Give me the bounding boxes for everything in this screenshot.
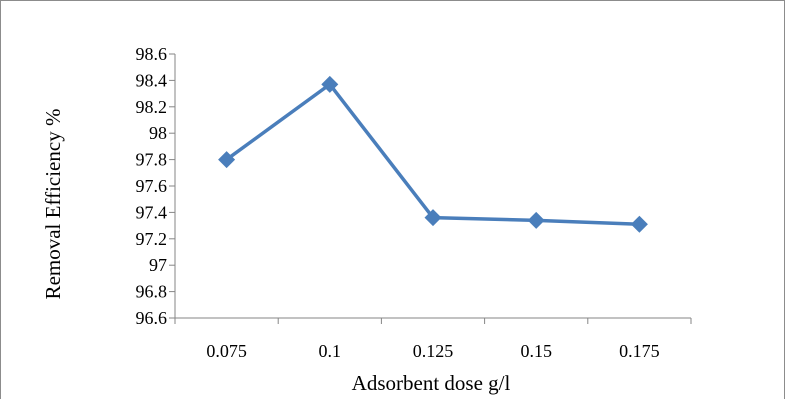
- y-tick-label: 97: [149, 255, 167, 275]
- y-tick-label: 98: [149, 123, 167, 143]
- series-line: [225, 82, 640, 227]
- x-tick-label: 0.175: [619, 341, 660, 361]
- y-tick-label: 98.4: [136, 70, 168, 90]
- data-point: [527, 211, 545, 229]
- data-point: [321, 75, 339, 93]
- x-tick-label: 0.075: [206, 341, 247, 361]
- y-tick-label: 97.4: [136, 202, 168, 222]
- y-tick-label: 97.2: [136, 229, 168, 249]
- data-point: [630, 215, 648, 233]
- y-tick-label: 97.6: [136, 176, 168, 196]
- data-point: [424, 209, 442, 227]
- y-axis-title: Removal Efficiency %: [41, 109, 65, 300]
- y-tick-label: 98.2: [136, 97, 168, 117]
- x-axis-title: Adsorbent dose g/l: [352, 371, 511, 395]
- axes: 96.6 96.8 97 97.2 97.4 97.6 97.8 98 98.2 98.4 98.6…: [136, 44, 692, 361]
- x-tick-label: 0.1: [319, 341, 342, 361]
- data-point: [218, 151, 236, 169]
- y-tick-label: 96.6: [136, 308, 168, 328]
- y-tick-label: 97.8: [136, 150, 168, 170]
- x-tick-label: 0.125: [413, 341, 454, 361]
- y-tick-label: 96.8: [136, 282, 168, 302]
- series-layer: [218, 75, 648, 233]
- y-tick-label: 98.6: [136, 44, 168, 64]
- x-tick-label: 0.15: [520, 341, 552, 361]
